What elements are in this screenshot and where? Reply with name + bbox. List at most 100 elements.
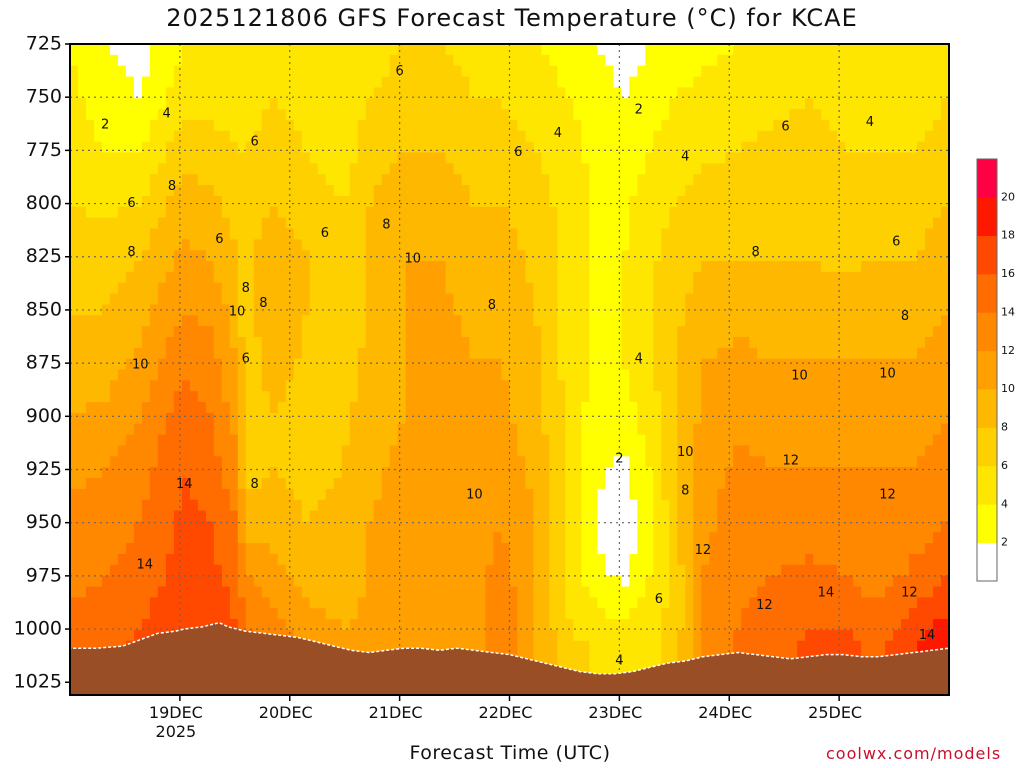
- field-cell: [685, 347, 694, 360]
- field-cell: [437, 44, 447, 56]
- field-cell: [485, 423, 495, 436]
- field-cell: [637, 293, 646, 305]
- field-cell: [197, 521, 207, 533]
- field-cell: [613, 119, 622, 132]
- field-cell: [189, 619, 199, 631]
- field-cell: [397, 391, 407, 403]
- field-cell: [629, 358, 638, 371]
- field-cell: [701, 629, 710, 642]
- field-cell: [421, 239, 431, 251]
- field-cell: [485, 195, 495, 208]
- field-cell: [565, 553, 575, 566]
- field-cell: [349, 499, 359, 512]
- field-cell: [693, 412, 702, 425]
- field-cell: [525, 575, 535, 588]
- field-cell: [413, 152, 423, 164]
- field-cell: [589, 662, 598, 674]
- field-cell: [333, 564, 343, 577]
- field-cell: [517, 575, 527, 588]
- field-cell: [213, 510, 223, 522]
- field-cell: [85, 369, 95, 381]
- field-cell: [157, 619, 167, 631]
- field-cell: [293, 564, 303, 577]
- field-cell: [397, 315, 407, 327]
- field-cell: [301, 488, 311, 501]
- field-cell: [525, 250, 535, 262]
- field-cell: [237, 282, 247, 295]
- field-cell: [197, 608, 207, 620]
- field-cell: [70, 608, 79, 620]
- field-cell: [469, 456, 479, 468]
- field-cell: [373, 217, 383, 230]
- field-cell: [261, 369, 271, 381]
- field-cell: [677, 87, 686, 99]
- field-cell: [245, 76, 255, 88]
- field-cell: [261, 54, 271, 67]
- field-cell: [389, 293, 399, 305]
- field-cell: [213, 521, 223, 533]
- field-cell: [653, 44, 662, 56]
- field-cell: [77, 195, 87, 208]
- field-cell: [373, 185, 383, 197]
- field-cell: [613, 98, 622, 110]
- field-cell: [629, 662, 638, 674]
- field-cell: [293, 174, 303, 186]
- field-cell: [245, 521, 255, 533]
- field-cell: [269, 445, 279, 457]
- field-cell: [357, 239, 367, 251]
- field-cell: [245, 98, 255, 110]
- field-cell: [229, 586, 239, 598]
- field-cell: [285, 44, 295, 56]
- field-cell: [253, 347, 263, 360]
- field-cell: [693, 478, 702, 490]
- field-cell: [205, 521, 215, 533]
- field-cell: [141, 412, 151, 425]
- field-cell: [277, 54, 287, 67]
- field-cell: [157, 532, 167, 544]
- field-cell: [709, 336, 718, 349]
- field-cell: [613, 553, 622, 566]
- field-cell: [70, 499, 79, 512]
- field-cell: [645, 402, 654, 414]
- field-cell: [405, 456, 415, 468]
- field-cell: [501, 315, 511, 327]
- field-cell: [221, 119, 231, 132]
- field-cell: [237, 597, 247, 609]
- field-cell: [181, 380, 191, 392]
- field-cell: [277, 467, 287, 479]
- field-cell: [429, 185, 439, 197]
- field-cell: [605, 619, 614, 631]
- field-cell: [117, 597, 127, 609]
- field-cell: [469, 532, 479, 544]
- field-cell: [437, 271, 447, 284]
- field-cell: [277, 141, 287, 154]
- field-cell: [397, 152, 407, 164]
- field-cell: [397, 434, 407, 447]
- field-cell: [133, 44, 143, 56]
- field-cell: [709, 239, 718, 251]
- field-cell: [461, 423, 471, 436]
- field-cell: [581, 532, 591, 544]
- field-cell: [269, 228, 279, 240]
- field-cell: [237, 553, 247, 566]
- field-cell: [461, 521, 471, 533]
- field-cell: [389, 174, 399, 186]
- field-cell: [381, 597, 391, 609]
- field-cell: [381, 467, 391, 479]
- field-cell: [333, 629, 343, 642]
- field-cell: [149, 510, 159, 522]
- field-cell: [349, 532, 359, 544]
- field-cell: [109, 575, 119, 588]
- field-cell: [317, 380, 327, 392]
- field-cell: [429, 456, 439, 468]
- field-cell: [205, 380, 215, 392]
- field-cell: [461, 315, 471, 327]
- field-cell: [677, 326, 686, 338]
- field-cell: [509, 293, 519, 305]
- field-cell: [653, 282, 662, 295]
- field-cell: [70, 261, 79, 273]
- field-cell: [389, 597, 399, 609]
- field-cell: [349, 575, 359, 588]
- field-cell: [453, 488, 463, 501]
- field-cell: [341, 445, 351, 457]
